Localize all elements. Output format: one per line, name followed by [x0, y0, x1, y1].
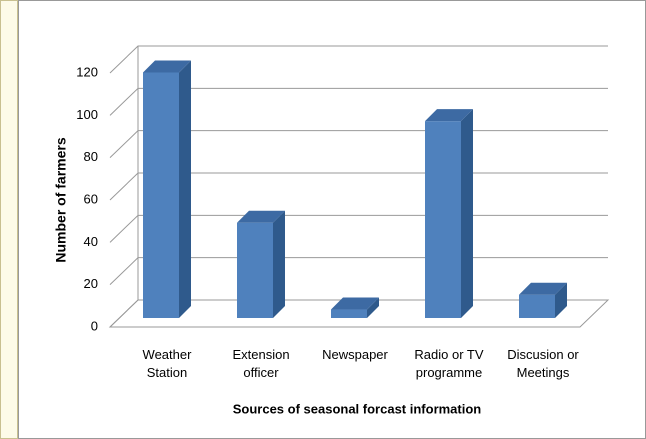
x-tick-label: Radio or TV programme — [414, 347, 484, 380]
x-axis-title: Sources of seasonal forcast information — [233, 401, 482, 416]
y-tick-label: 120 — [76, 64, 98, 79]
side-panel — [0, 0, 18, 439]
bar-top — [331, 297, 379, 310]
bar-side — [367, 297, 379, 318]
bar-front — [519, 294, 555, 318]
y-axis-title: Number of farmers — [53, 137, 69, 262]
bar-top — [519, 282, 567, 295]
y-tick-label: 20 — [84, 276, 98, 291]
bar-side — [179, 60, 191, 318]
bar-side — [461, 109, 473, 319]
y-tick-label: 60 — [84, 191, 98, 206]
bar-side — [555, 282, 567, 318]
bar — [331, 297, 379, 318]
bar-top — [425, 109, 473, 122]
bar-top — [237, 210, 285, 223]
x-tick-label: Weather Station — [142, 347, 192, 380]
bar-front — [143, 72, 179, 318]
bar — [519, 282, 567, 318]
y-tick-label: 80 — [84, 149, 98, 164]
bar-top — [143, 60, 191, 73]
chart-frame — [18, 0, 646, 439]
x-tick-label: Newspaper — [322, 347, 388, 362]
x-tick-label: Discusion or Meetings — [507, 347, 579, 380]
y-tick-label: 100 — [76, 107, 98, 122]
bar-front — [331, 309, 367, 318]
x-tick-label: Extension officer — [232, 347, 290, 380]
bar — [143, 60, 191, 318]
bar — [425, 109, 473, 319]
bar-front — [237, 222, 273, 318]
bar-front — [425, 121, 461, 319]
bar-side — [273, 210, 285, 318]
bar — [237, 210, 285, 318]
y-tick-label: 0 — [91, 318, 98, 333]
y-tick-label: 40 — [84, 234, 98, 249]
